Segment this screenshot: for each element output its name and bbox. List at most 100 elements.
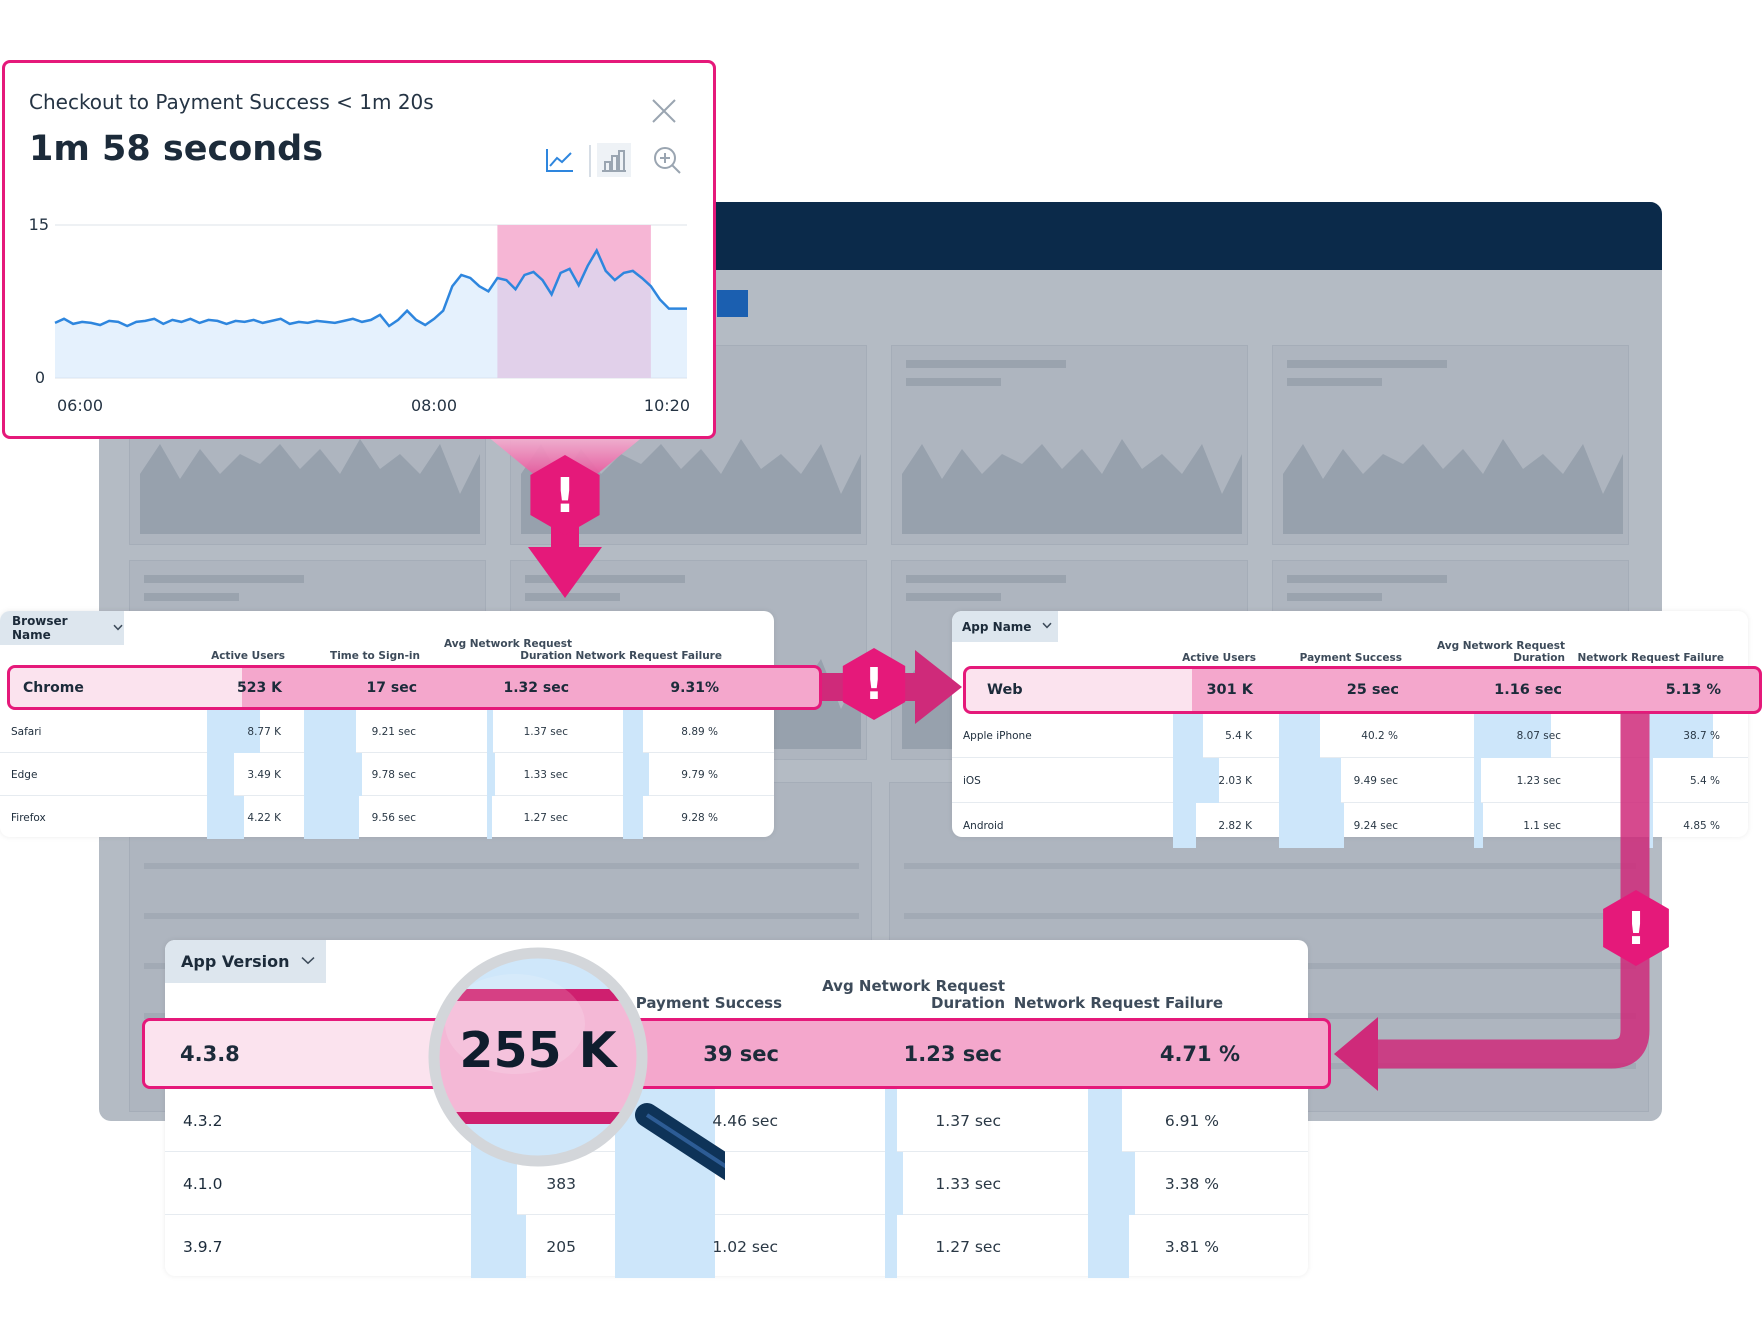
row-divider bbox=[952, 757, 1748, 758]
value-bar bbox=[885, 1089, 897, 1152]
skeleton-line bbox=[1287, 593, 1382, 601]
highlighted-row-value: 39 sec bbox=[703, 1041, 779, 1066]
highlighted-row-name-cell bbox=[10, 668, 242, 707]
cell-value: 3.81 % bbox=[1164, 1237, 1219, 1256]
highlighted-row-name-cell bbox=[145, 1021, 445, 1086]
table-row[interactable]: Edge 3.49 K 9.78 sec 1.33 sec 9.79 % bbox=[0, 753, 774, 796]
highlighted-row-name: Chrome bbox=[23, 679, 84, 696]
cell-value: 1.27 sec bbox=[935, 1237, 1001, 1256]
column-header[interactable]: Avg Network Request Duration bbox=[1436, 639, 1565, 664]
dropdown-label: App Version bbox=[181, 952, 290, 971]
cell-value: 1.37 sec bbox=[935, 1111, 1001, 1130]
metric-chart-card: Checkout to Payment Success < 1m 20s 1m … bbox=[2, 60, 716, 439]
value-bar bbox=[1649, 803, 1653, 848]
row-name: Apple iPhone bbox=[963, 729, 1032, 742]
chevron-down-icon bbox=[112, 621, 124, 636]
cell-value: 1.1 sec bbox=[1523, 819, 1561, 832]
value-bar bbox=[1173, 713, 1203, 758]
row-name: 3.9.7 bbox=[183, 1237, 223, 1256]
row-divider bbox=[165, 1214, 1308, 1215]
column-header[interactable]: Payment Success bbox=[635, 993, 782, 1012]
table-row[interactable]: 3.9.7 205 1.02 sec 1.27 sec 3.81 % bbox=[165, 1215, 1308, 1278]
table-row[interactable]: Android 2.82 K 9.24 sec 1.1 sec 4.85 % bbox=[952, 803, 1748, 848]
y-tick-label: 0 bbox=[35, 368, 45, 387]
dashboard-button[interactable] bbox=[717, 290, 748, 317]
row-name: 4.3.2 bbox=[183, 1111, 223, 1130]
group-by-dropdown[interactable]: App Name bbox=[952, 611, 1058, 642]
group-by-dropdown[interactable]: App Version bbox=[165, 940, 326, 983]
highlighted-row[interactable]: 4.3.8 39 sec 1.23 sec 4.71 % bbox=[142, 1018, 1331, 1089]
bar-chart-icon[interactable] bbox=[597, 143, 631, 177]
value-bar bbox=[471, 1215, 526, 1278]
highlighted-row-value: 301 K bbox=[1206, 682, 1253, 698]
skeleton-line bbox=[1287, 378, 1382, 386]
skeleton-line bbox=[1287, 575, 1447, 583]
cell-value: 6.91 % bbox=[1164, 1111, 1219, 1130]
value-bar bbox=[1088, 1215, 1129, 1278]
value-bar bbox=[1474, 758, 1482, 803]
cell-value: 2.82 K bbox=[1218, 819, 1252, 832]
cell-value: 8.07 sec bbox=[1516, 729, 1561, 742]
table-row[interactable]: 4.3.2 4.46 sec 1.37 sec 6.91 % bbox=[165, 1089, 1308, 1152]
row-name: 4.1.0 bbox=[183, 1174, 223, 1193]
column-header[interactable]: Time to Sign-in bbox=[330, 649, 420, 662]
cell-value: 1.37 sec bbox=[523, 725, 568, 738]
column-header[interactable]: Payment Success bbox=[1299, 651, 1402, 664]
highlighted-row-value: 25 sec bbox=[1346, 682, 1399, 698]
group-by-dropdown[interactable]: Browser Name bbox=[0, 611, 124, 645]
highlighted-row-value: 5.13 % bbox=[1665, 682, 1721, 698]
dropdown-label: App Name bbox=[962, 619, 1032, 634]
cell-value: 205 bbox=[546, 1237, 576, 1256]
highlighted-row-value: 523 K bbox=[237, 679, 282, 696]
zoom-in-icon[interactable] bbox=[650, 143, 684, 177]
table-row[interactable]: Safari 8.77 K 9.21 sec 1.37 sec 8.89 % bbox=[0, 710, 774, 753]
highlighted-row-name-cell bbox=[966, 669, 1192, 711]
magnifier-icon bbox=[428, 947, 725, 1181]
column-header[interactable]: Avg Network Request Duration bbox=[443, 637, 572, 662]
value-bar bbox=[304, 796, 359, 839]
chevron-down-icon bbox=[1041, 619, 1053, 634]
value-bar bbox=[207, 796, 244, 839]
skeleton-area-chart bbox=[1283, 439, 1623, 534]
table-row[interactable]: iOS 2.03 K 9.49 sec 1.23 sec 5.4 % bbox=[952, 758, 1748, 803]
cell-value: 8.77 K bbox=[247, 725, 281, 738]
cell-value: 1.27 sec bbox=[523, 811, 568, 824]
skeleton-line bbox=[144, 593, 239, 601]
column-header[interactable]: Network Request Failure bbox=[1013, 993, 1223, 1012]
cell-value: 3.49 K bbox=[247, 768, 281, 781]
column-header[interactable]: Active Users bbox=[211, 649, 285, 662]
highlighted-row[interactable]: Web 301 K 25 sec 1.16 sec 5.13 % bbox=[963, 666, 1762, 714]
skeleton-area-chart bbox=[902, 439, 1242, 534]
cell-value: 9.24 sec bbox=[1353, 819, 1398, 832]
magnifier-glass: 255 K bbox=[425, 944, 725, 1244]
row-name: Safari bbox=[11, 725, 42, 738]
table-row[interactable]: Apple iPhone 5.4 K 40.2 % 8.07 sec 38.7 % bbox=[952, 713, 1748, 758]
browser-name-table: Browser Name Active Users Time to Sign-in A… bbox=[0, 611, 822, 839]
skeleton-line bbox=[144, 863, 859, 869]
row-divider bbox=[0, 752, 774, 753]
row-divider bbox=[952, 802, 1748, 803]
value-bar bbox=[207, 753, 235, 796]
cell-value: 1.02 sec bbox=[712, 1237, 778, 1256]
value-bar bbox=[1649, 758, 1653, 803]
table-row[interactable]: 4.1.0 383 1.33 sec 3.38 % bbox=[165, 1152, 1308, 1215]
highlighted-row-value: 17 sec bbox=[366, 679, 417, 696]
row-divider bbox=[0, 795, 774, 796]
value-bar bbox=[304, 710, 357, 753]
column-header[interactable]: Avg Network Request Duration bbox=[822, 976, 1005, 1012]
toolbar-divider bbox=[589, 145, 591, 177]
cell-value: 5.4 % bbox=[1689, 774, 1720, 787]
highlighted-row-value: 1.16 sec bbox=[1494, 682, 1562, 698]
value-bar bbox=[487, 753, 495, 796]
column-header[interactable]: Active Users bbox=[1182, 651, 1256, 664]
cell-value: 3.38 % bbox=[1164, 1174, 1219, 1193]
value-bar bbox=[623, 710, 643, 753]
highlighted-row[interactable]: Chrome 523 K 17 sec 1.32 sec 9.31% bbox=[7, 665, 822, 710]
value-bar bbox=[487, 710, 493, 753]
column-header[interactable]: Network Request Failure bbox=[1577, 651, 1724, 664]
column-header[interactable]: Network Request Failure bbox=[575, 649, 722, 662]
line-chart-icon[interactable] bbox=[543, 143, 577, 177]
close-icon[interactable] bbox=[650, 97, 678, 125]
table-row[interactable]: Firefox 4.22 K 9.56 sec 1.27 sec 9.28 % bbox=[0, 796, 774, 839]
skeleton-line bbox=[906, 378, 1001, 386]
